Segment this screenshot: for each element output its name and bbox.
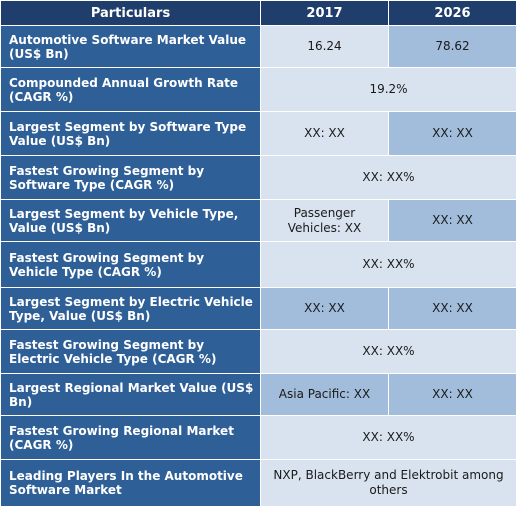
row-label: Largest Segment by Vehicle Type, Value (… bbox=[1, 200, 261, 242]
value-2017: XX: XX bbox=[261, 288, 389, 330]
row-label: Largest Segment by Electric Vehicle Type… bbox=[1, 288, 261, 330]
row-label: Largest Regional Market Value (US$ Bn) bbox=[1, 374, 261, 416]
table-row: Fastest Growing Segment by Electric Vehi… bbox=[1, 330, 516, 374]
value-merged: 19.2% bbox=[261, 68, 516, 112]
row-label: Compounded Annual Growth Rate (CAGR %) bbox=[1, 68, 261, 112]
value-2017: 16.24 bbox=[261, 26, 389, 68]
value-2017: XX: XX bbox=[261, 112, 389, 156]
header-row: Particulars 2017 2026 bbox=[1, 1, 516, 26]
table-row: Fastest Growing Regional Market (CAGR %)… bbox=[1, 416, 516, 460]
table-row: Largest Segment by Vehicle Type, Value (… bbox=[1, 200, 516, 242]
value-2017: Passenger Vehicles: XX bbox=[261, 200, 389, 242]
value-merged: NXP, BlackBerry and Elektrobit among oth… bbox=[261, 460, 516, 507]
row-label: Fastest Growing Segment by Vehicle Type … bbox=[1, 242, 261, 288]
value-merged: XX: XX% bbox=[261, 242, 516, 288]
table-row: Automotive Software Market Value (US$ Bn… bbox=[1, 26, 516, 68]
value-2017: Asia Pacific: XX bbox=[261, 374, 389, 416]
table-row: Largest Segment by Software Type Value (… bbox=[1, 112, 516, 156]
table-row: Fastest Growing Segment by Vehicle Type … bbox=[1, 242, 516, 288]
row-label: Fastest Growing Segment by Software Type… bbox=[1, 156, 261, 200]
row-label: Fastest Growing Segment by Electric Vehi… bbox=[1, 330, 261, 374]
table-row: Compounded Annual Growth Rate (CAGR %) 1… bbox=[1, 68, 516, 112]
row-label: Fastest Growing Regional Market (CAGR %) bbox=[1, 416, 261, 460]
header-2017: 2017 bbox=[261, 1, 389, 26]
header-particulars: Particulars bbox=[1, 1, 261, 26]
value-merged: XX: XX% bbox=[261, 330, 516, 374]
table-row: Leading Players In the Automotive Softwa… bbox=[1, 460, 516, 507]
value-merged: XX: XX% bbox=[261, 156, 516, 200]
row-label: Largest Segment by Software Type Value (… bbox=[1, 112, 261, 156]
row-label: Automotive Software Market Value (US$ Bn… bbox=[1, 26, 261, 68]
table-row: Largest Segment by Electric Vehicle Type… bbox=[1, 288, 516, 330]
header-2026: 2026 bbox=[389, 1, 516, 26]
value-merged: XX: XX% bbox=[261, 416, 516, 460]
value-2026: XX: XX bbox=[389, 112, 516, 156]
table-row: Largest Regional Market Value (US$ Bn) A… bbox=[1, 374, 516, 416]
row-label: Leading Players In the Automotive Softwa… bbox=[1, 460, 261, 507]
value-2026: 78.62 bbox=[389, 26, 516, 68]
value-2026: XX: XX bbox=[389, 288, 516, 330]
value-2026: XX: XX bbox=[389, 200, 516, 242]
table-row: Fastest Growing Segment by Software Type… bbox=[1, 156, 516, 200]
value-2026: XX: XX bbox=[389, 374, 516, 416]
